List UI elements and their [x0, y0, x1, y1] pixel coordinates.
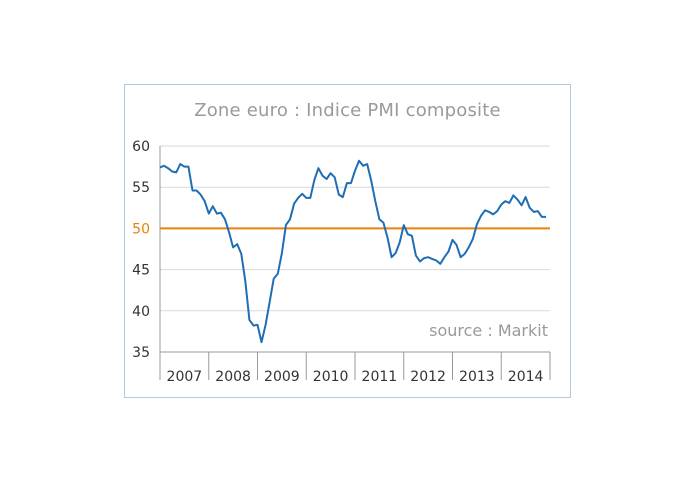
chart-frame	[124, 84, 571, 398]
x-tick-2009: 2009	[264, 369, 300, 385]
chart-title: Zone euro : Indice PMI composite	[194, 100, 501, 121]
x-tick-2008: 2008	[215, 369, 251, 385]
x-tick-2012: 2012	[410, 369, 446, 385]
y-tick-40: 40	[132, 304, 150, 320]
y-tick-50: 50	[132, 221, 150, 237]
x-tick-2010: 2010	[313, 369, 349, 385]
x-tick-2013: 2013	[459, 369, 495, 385]
series-group	[159, 159, 546, 344]
series-line-0	[159, 159, 546, 344]
x-tick-labels: 2007 2008 2009 2010 2011 2012 2013 2014	[167, 369, 544, 385]
y-tick-35: 35	[132, 345, 150, 361]
x-tick-2011: 2011	[362, 369, 398, 385]
source-annotation: source : Markit	[429, 321, 548, 340]
y-tick-labels: 60 55 50 45 40 35	[132, 139, 150, 361]
y-tick-55: 55	[132, 180, 150, 196]
axes	[159, 146, 551, 380]
y-tick-60: 60	[132, 139, 150, 155]
y-tick-45: 45	[132, 263, 150, 279]
x-tick-2014: 2014	[508, 369, 544, 385]
x-tick-2007: 2007	[167, 369, 203, 385]
